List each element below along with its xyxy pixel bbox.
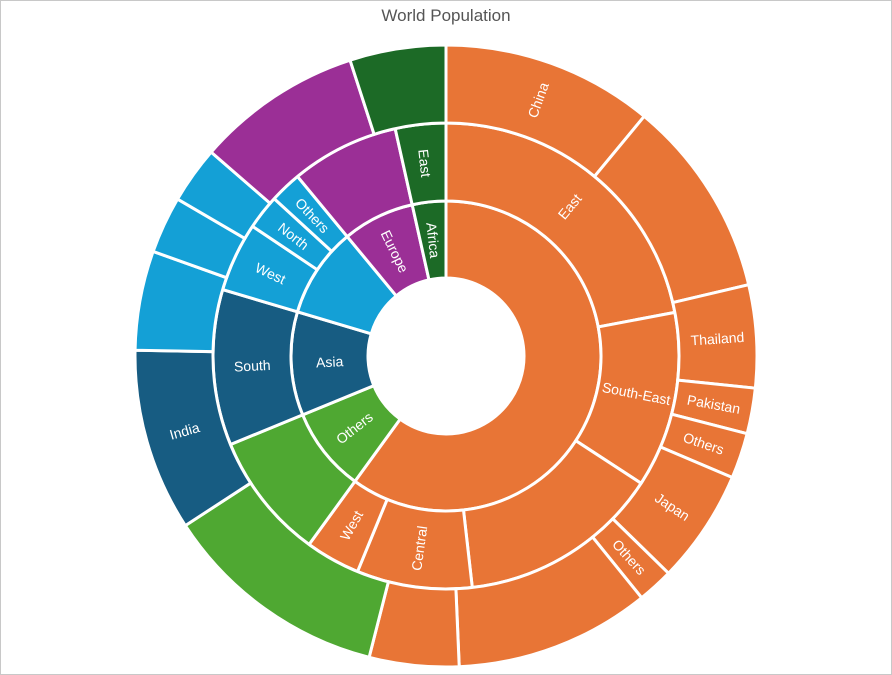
sunburst-label-east_a: East xyxy=(415,148,434,178)
sunburst-label-central: Central xyxy=(408,525,430,572)
chart-title: World Population xyxy=(381,6,511,25)
sunburst-label-thailand: Thailand xyxy=(690,329,745,348)
sunburst-segment-g2_seg[interactable] xyxy=(348,43,448,137)
sunburst-label-south: South xyxy=(234,357,271,375)
sunburst-label-africa: Africa xyxy=(423,222,443,260)
sunburst-label-asia: Asia xyxy=(316,353,344,370)
